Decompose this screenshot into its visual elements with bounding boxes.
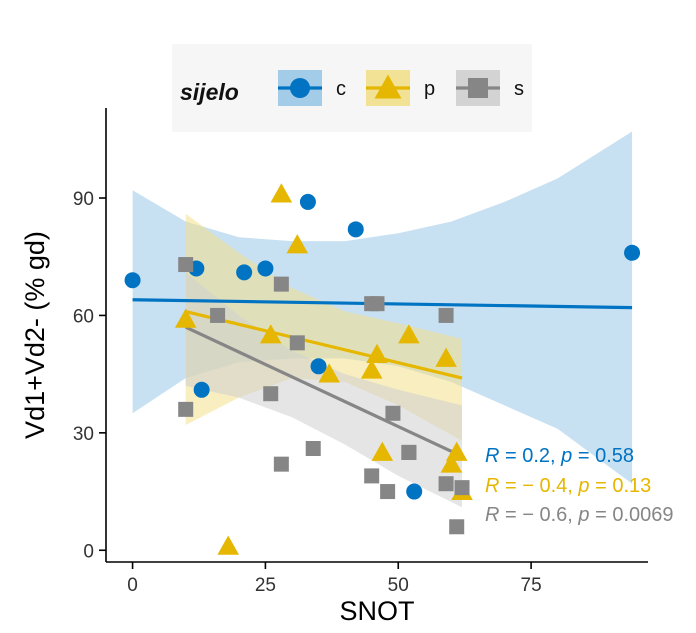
data-point-p — [398, 324, 420, 344]
data-point-c — [310, 358, 327, 375]
legend-label-c: c — [336, 78, 346, 100]
correlation-annotations: R = 0.2, p = 0.58 R = − 0.4, p = 0.13 R = … — [485, 445, 674, 526]
data-point-s — [401, 444, 417, 460]
data-point-s — [449, 519, 465, 535]
data-point-s — [380, 484, 396, 500]
data-point-p — [174, 308, 197, 328]
data-point-s — [263, 386, 279, 402]
confidence-band-s — [185, 272, 462, 508]
data-point-p — [440, 453, 463, 473]
regression-line-p — [185, 309, 463, 380]
data-point-c — [347, 221, 364, 238]
data-point-p — [360, 359, 383, 379]
data-point-s — [178, 257, 194, 273]
data-point-s — [273, 276, 289, 292]
data-point-p — [217, 535, 240, 555]
y-tick-label: 90 — [73, 189, 94, 210]
correlation-annotation-c: R = 0.2, p = 0.58 — [485, 445, 634, 467]
data-point-c — [236, 264, 253, 281]
data-point-s — [438, 307, 454, 323]
x-tick-label: 50 — [388, 575, 409, 596]
legend: sijelo c p s — [172, 44, 532, 132]
data-points — [124, 183, 641, 555]
x-axis-label: SNOT — [339, 596, 414, 626]
x-tick-label: 25 — [255, 575, 276, 596]
legend-label-p: p — [424, 78, 435, 100]
data-point-p — [371, 441, 394, 461]
y-tick-label: 60 — [73, 306, 94, 327]
data-point-s — [385, 405, 401, 421]
legend-label-s: s — [514, 78, 524, 100]
legend-marker-c — [290, 78, 310, 98]
data-point-p — [286, 234, 309, 254]
y-axis-label: Vd1+Vd2- (% gd) — [20, 231, 50, 439]
data-point-s — [289, 335, 305, 351]
x-tick-label: 75 — [521, 575, 542, 596]
data-point-c — [257, 260, 274, 277]
legend-marker-p — [374, 74, 402, 99]
data-point-s — [305, 441, 321, 456]
correlation-annotation-s: R = − 0.6, p = 0.0069 — [485, 504, 674, 526]
x-ticks: 0 25 50 75 — [127, 562, 542, 596]
data-point-p — [259, 324, 282, 344]
data-point-s — [369, 296, 385, 312]
data-point-s — [210, 307, 226, 323]
data-point-p — [435, 347, 457, 367]
data-point-s — [364, 468, 380, 484]
data-point-c — [193, 381, 210, 398]
y-ticks: 0 30 60 90 — [73, 189, 106, 562]
data-point-s — [454, 480, 470, 496]
correlation-annotation-p: R = − 0.4, p = 0.13 — [485, 475, 651, 497]
axes — [105, 108, 648, 563]
y-tick-label: 0 — [83, 541, 94, 562]
data-point-p — [445, 441, 468, 461]
data-point-s — [178, 401, 194, 417]
y-tick-label: 30 — [73, 424, 94, 445]
data-point-c — [299, 193, 316, 210]
data-point-p — [366, 343, 388, 363]
legend-marker-s — [468, 78, 488, 98]
data-point-c — [624, 244, 641, 261]
data-point-s — [438, 476, 454, 492]
data-point-p — [270, 183, 293, 203]
data-point-c — [124, 272, 141, 289]
data-point-s — [273, 456, 289, 472]
regression-line-s — [185, 325, 463, 458]
data-point-c — [406, 483, 423, 500]
x-tick-label: 0 — [127, 575, 138, 596]
data-point-p — [318, 363, 340, 383]
legend-title: sijelo — [180, 79, 239, 105]
